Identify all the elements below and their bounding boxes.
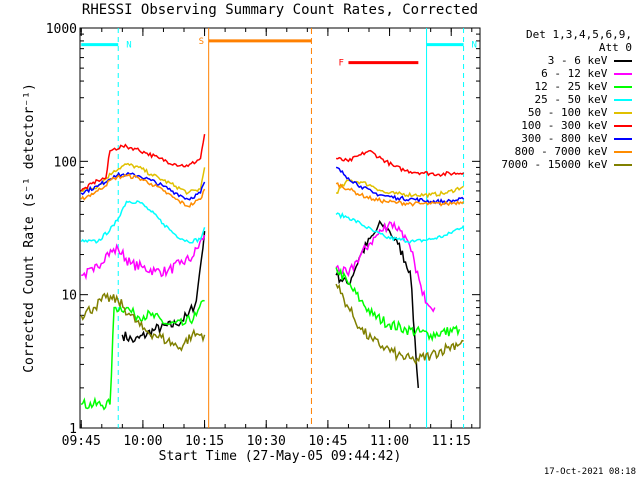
legend-label: 12 - 25 keV <box>534 80 614 93</box>
series-line <box>336 149 465 177</box>
legend-label: 3 - 6 keV <box>547 54 614 67</box>
series-line <box>80 200 206 244</box>
legend-entry: 100 - 300 keV <box>521 119 632 132</box>
legend-swatch <box>614 164 632 166</box>
x-axis-label: Start Time (27-May-05 09:44:42) <box>159 449 402 464</box>
legend-header: Det 1,3,4,5,6,9, <box>526 28 632 41</box>
x-tick-label: 11:15 <box>432 434 471 449</box>
legend-swatch <box>614 86 632 88</box>
annotation-label: N <box>126 41 131 51</box>
series-line <box>80 133 206 192</box>
x-tick-label: 10:45 <box>308 434 347 449</box>
series-line <box>335 220 436 313</box>
series-line <box>335 212 465 244</box>
plot-frame <box>79 27 481 429</box>
series-line <box>80 173 206 208</box>
legend-label: 25 - 50 keV <box>534 93 614 106</box>
legend-label: 100 - 300 keV <box>521 119 614 132</box>
annotation-label: F <box>338 59 343 69</box>
legend-header-att: Att 0 <box>598 41 632 54</box>
legend-swatch <box>614 73 632 75</box>
annotation-label: N <box>472 41 477 51</box>
y-tick-label: 10 <box>61 289 77 304</box>
legend-swatch <box>614 151 632 153</box>
x-tick-label: 10:00 <box>123 434 162 449</box>
legend-label: 6 - 12 keV <box>541 67 614 80</box>
legend-entry: 50 - 100 keV <box>528 106 632 119</box>
legend-label: 300 - 800 keV <box>521 132 614 145</box>
y-axis-label: Corrected Count Rate (s⁻¹ detector⁻¹) <box>22 83 37 373</box>
annotation-label: S <box>199 37 204 47</box>
chart-title: RHESSI Observing Summary Count Rates, Co… <box>81 2 479 18</box>
series-line <box>80 299 205 411</box>
series-line <box>81 234 206 281</box>
series-line <box>335 182 465 207</box>
legend-swatch <box>614 99 632 101</box>
y-tick-label: 1 <box>69 422 77 437</box>
series-line <box>335 283 464 366</box>
x-tick-label: 11:00 <box>370 434 409 449</box>
footer-date: 17-Oct-2021 08:18 <box>543 467 636 477</box>
legend-entry: 3 - 6 keV <box>548 54 632 67</box>
x-tick-label: 10:15 <box>185 434 224 449</box>
legend-label: 7000 - 15000 keV <box>501 158 614 171</box>
legend-label: 50 - 100 keV <box>527 106 614 119</box>
legend-entry: 7000 - 15000 keV <box>501 158 632 171</box>
legend-entry: 6 - 12 keV <box>541 67 632 80</box>
series-line <box>335 166 465 206</box>
series-line <box>335 267 461 343</box>
legend-entry: 800 - 7000 keV <box>515 145 632 158</box>
x-tick-label: 10:30 <box>247 434 286 449</box>
legend-swatch <box>614 125 632 127</box>
series-line <box>121 231 206 344</box>
y-tick-label: 1000 <box>46 22 77 37</box>
y-tick-label: 100 <box>54 155 77 170</box>
legend-entry: 12 - 25 keV <box>535 80 632 93</box>
legend-swatch <box>614 138 632 140</box>
legend-swatch <box>614 112 632 114</box>
series-line <box>335 179 465 199</box>
series-line <box>80 171 206 201</box>
series-line <box>80 291 206 352</box>
legend-entry: 300 - 800 keV <box>521 132 632 145</box>
legend-swatch <box>614 60 632 62</box>
legend-label: 800 - 7000 keV <box>514 145 614 158</box>
legend-entry: 25 - 50 keV <box>535 93 632 106</box>
x-tick-label: 09:45 <box>62 434 101 449</box>
series-line <box>335 219 420 388</box>
